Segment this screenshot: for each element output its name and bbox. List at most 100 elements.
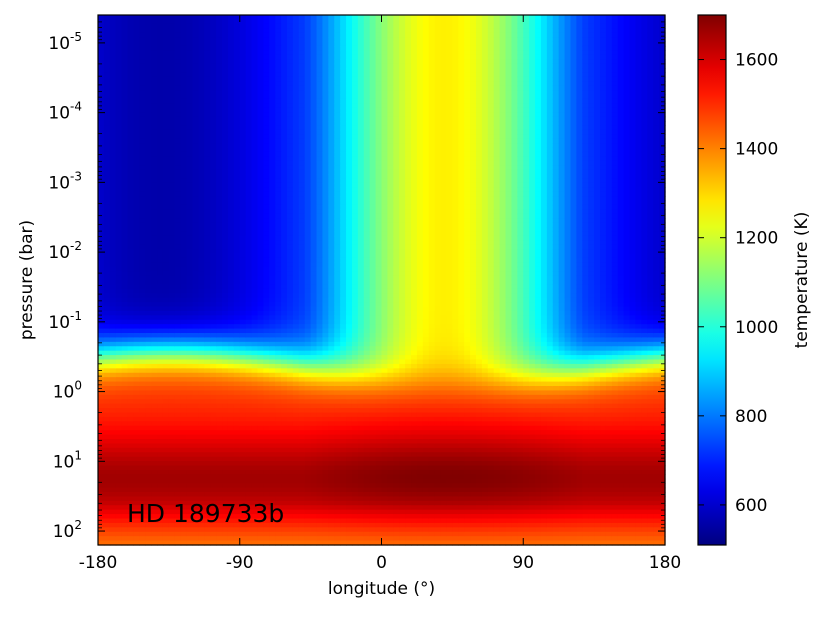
heatmap-cell: [174, 160, 182, 166]
heatmap-cell: [139, 165, 146, 171]
heatmap-cell: [109, 492, 117, 498]
heatmap-cell: [168, 469, 176, 475]
heatmap-cell: [334, 125, 341, 131]
heatmap-cell: [222, 474, 229, 480]
heatmap-cell: [139, 469, 146, 475]
heatmap-cell: [304, 381, 312, 387]
heatmap-cell: [257, 76, 264, 82]
heatmap-cell: [151, 72, 158, 78]
heatmap-cell: [115, 182, 123, 188]
heatmap-cell: [304, 156, 312, 162]
heatmap-cell: [216, 191, 223, 197]
heatmap-cell: [210, 469, 217, 475]
heatmap-cell: [121, 284, 129, 290]
heatmap-cell: [251, 474, 259, 480]
heatmap-cell: [157, 182, 164, 188]
heatmap-cell: [174, 121, 182, 127]
heatmap-cell: [316, 288, 324, 294]
heatmap-cell: [109, 483, 117, 489]
heatmap-cell: [334, 19, 341, 25]
heatmap-cell: [103, 439, 111, 445]
heatmap-cell: [145, 37, 152, 43]
heatmap-cell: [227, 425, 235, 431]
heatmap-cell: [334, 390, 341, 396]
heatmap-cell: [210, 147, 217, 153]
heatmap-cell: [222, 452, 229, 458]
heatmap-cell: [233, 416, 241, 422]
heatmap-cell: [233, 302, 241, 308]
heatmap-cell: [322, 129, 329, 135]
heatmap-cell: [239, 143, 247, 149]
heatmap-cell: [275, 381, 282, 387]
heatmap-cell: [139, 50, 146, 56]
heatmap-cell: [281, 500, 288, 506]
heatmap-cell: [168, 262, 176, 268]
heatmap-cell: [133, 72, 140, 78]
heatmap-cell: [298, 182, 306, 188]
heatmap-cell: [298, 240, 306, 246]
heatmap-cell: [298, 363, 306, 369]
heatmap-cell: [103, 68, 111, 74]
heatmap-cell: [316, 302, 324, 308]
heatmap-cell: [210, 218, 217, 224]
heatmap-cell: [328, 456, 335, 462]
heatmap-cell: [292, 341, 300, 347]
heatmap-cell: [192, 390, 200, 396]
heatmap-cell: [139, 399, 146, 405]
heatmap-cell: [121, 416, 129, 422]
heatmap-cell: [168, 235, 176, 241]
heatmap-cell: [269, 293, 276, 299]
heatmap-cell: [269, 386, 276, 392]
heatmap-cell: [281, 505, 288, 511]
heatmap-cell: [216, 253, 223, 259]
heatmap-cell: [316, 249, 324, 255]
heatmap-cell: [263, 204, 270, 210]
heatmap-cell: [310, 390, 318, 396]
heatmap-cell: [292, 28, 300, 34]
heatmap-cell: [210, 394, 217, 400]
heatmap-cell: [168, 178, 176, 184]
heatmap-cell: [198, 496, 205, 502]
heatmap-cell: [251, 421, 259, 427]
heatmap-cell: [304, 522, 312, 528]
heatmap-cell: [310, 302, 318, 308]
heatmap-cell: [174, 540, 182, 546]
heatmap-cell: [287, 461, 294, 467]
heatmap-cell: [204, 439, 211, 445]
heatmap-cell: [216, 425, 223, 431]
heatmap-cell: [245, 434, 253, 440]
heatmap-cell: [298, 430, 306, 436]
heatmap-cell: [292, 63, 300, 69]
heatmap-cell: [340, 165, 347, 171]
heatmap-cell: [322, 469, 329, 475]
heatmap-cell: [233, 514, 241, 520]
heatmap-cell: [103, 37, 111, 43]
heatmap-cell: [192, 107, 200, 113]
heatmap-cell: [145, 399, 152, 405]
heatmap-cell: [322, 81, 329, 87]
heatmap-cell: [103, 302, 111, 308]
heatmap-cell: [186, 310, 194, 316]
heatmap-cell: [239, 478, 247, 484]
heatmap-cell: [287, 408, 294, 414]
heatmap-cell: [281, 94, 288, 100]
heatmap-cell: [222, 187, 229, 193]
heatmap-cell: [251, 496, 259, 502]
heatmap-cell: [216, 200, 223, 206]
heatmap-cell: [281, 487, 288, 493]
heatmap-cell: [340, 297, 347, 303]
heatmap-cell: [269, 107, 276, 113]
heatmap-cell: [115, 293, 123, 299]
heatmap-cell: [121, 165, 129, 171]
heatmap-cell: [127, 483, 135, 489]
heatmap-cell: [210, 59, 217, 65]
heatmap-cell: [245, 452, 253, 458]
heatmap-cell: [334, 447, 341, 453]
heatmap-cell: [328, 187, 335, 193]
heatmap-cell: [269, 151, 276, 157]
heatmap-cell: [257, 284, 264, 290]
heatmap-cell: [245, 483, 253, 489]
heatmap-cell: [180, 98, 188, 104]
heatmap-cell: [334, 439, 341, 445]
heatmap-cell: [263, 337, 270, 343]
